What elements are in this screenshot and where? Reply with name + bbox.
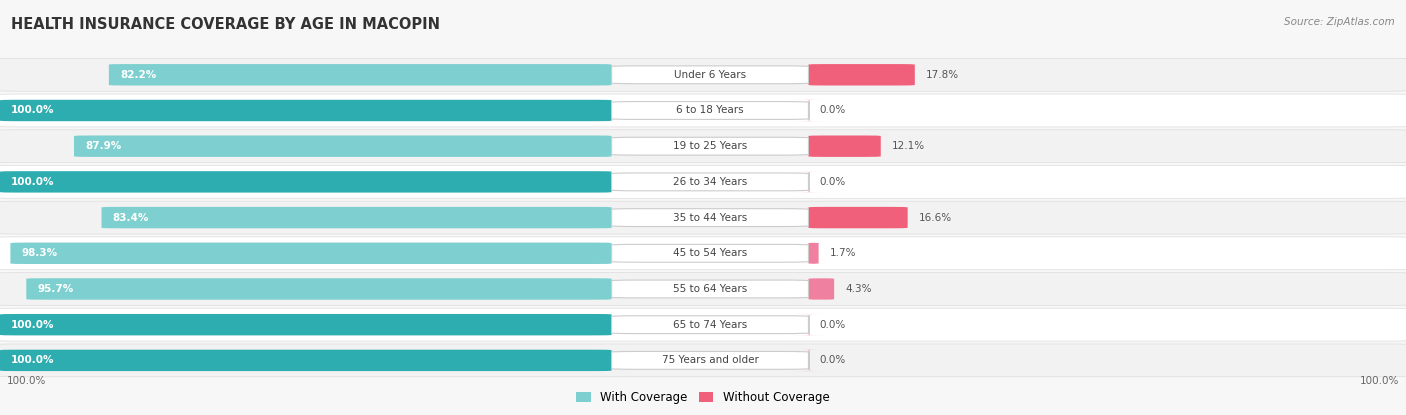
Text: Source: ZipAtlas.com: Source: ZipAtlas.com	[1284, 17, 1395, 27]
Text: 100.0%: 100.0%	[7, 376, 46, 386]
FancyBboxPatch shape	[612, 244, 808, 262]
Legend: With Coverage, Without Coverage: With Coverage, Without Coverage	[572, 387, 834, 409]
FancyBboxPatch shape	[612, 316, 808, 334]
FancyBboxPatch shape	[612, 352, 808, 369]
Text: 55 to 64 Years: 55 to 64 Years	[673, 284, 747, 294]
Text: 95.7%: 95.7%	[38, 284, 73, 294]
Text: 12.1%: 12.1%	[891, 141, 925, 151]
FancyBboxPatch shape	[808, 135, 880, 157]
FancyBboxPatch shape	[0, 350, 612, 371]
Text: 1.7%: 1.7%	[830, 248, 856, 258]
FancyBboxPatch shape	[0, 166, 1406, 198]
Text: 26 to 34 Years: 26 to 34 Years	[673, 177, 747, 187]
Text: 87.9%: 87.9%	[86, 141, 121, 151]
FancyBboxPatch shape	[0, 201, 1406, 234]
Text: 6 to 18 Years: 6 to 18 Years	[676, 105, 744, 115]
Text: 75 Years and older: 75 Years and older	[662, 355, 758, 365]
FancyBboxPatch shape	[0, 273, 1406, 305]
Text: HEALTH INSURANCE COVERAGE BY AGE IN MACOPIN: HEALTH INSURANCE COVERAGE BY AGE IN MACO…	[11, 17, 440, 32]
Text: 100.0%: 100.0%	[1360, 376, 1399, 386]
FancyBboxPatch shape	[0, 100, 612, 121]
FancyBboxPatch shape	[10, 243, 612, 264]
FancyBboxPatch shape	[793, 100, 825, 121]
Text: 35 to 44 Years: 35 to 44 Years	[673, 212, 747, 222]
FancyBboxPatch shape	[0, 94, 1406, 127]
Text: Under 6 Years: Under 6 Years	[673, 70, 747, 80]
FancyBboxPatch shape	[612, 173, 808, 191]
FancyBboxPatch shape	[793, 350, 825, 371]
Text: 100.0%: 100.0%	[11, 320, 55, 330]
FancyBboxPatch shape	[808, 207, 908, 228]
FancyBboxPatch shape	[0, 130, 1406, 163]
Text: 100.0%: 100.0%	[11, 105, 55, 115]
FancyBboxPatch shape	[27, 278, 612, 300]
Text: 83.4%: 83.4%	[112, 212, 149, 222]
FancyBboxPatch shape	[793, 314, 825, 335]
Text: 16.6%: 16.6%	[920, 212, 952, 222]
FancyBboxPatch shape	[612, 66, 808, 84]
Text: 100.0%: 100.0%	[11, 177, 55, 187]
FancyBboxPatch shape	[75, 135, 612, 157]
Text: 45 to 54 Years: 45 to 54 Years	[673, 248, 747, 258]
Text: 19 to 25 Years: 19 to 25 Years	[673, 141, 747, 151]
Text: 0.0%: 0.0%	[820, 177, 846, 187]
FancyBboxPatch shape	[0, 237, 1406, 270]
FancyBboxPatch shape	[612, 137, 808, 155]
FancyBboxPatch shape	[0, 59, 1406, 91]
Text: 82.2%: 82.2%	[120, 70, 156, 80]
FancyBboxPatch shape	[612, 209, 808, 227]
FancyBboxPatch shape	[0, 344, 1406, 377]
Text: 0.0%: 0.0%	[820, 105, 846, 115]
FancyBboxPatch shape	[108, 64, 612, 85]
Text: 4.3%: 4.3%	[845, 284, 872, 294]
FancyBboxPatch shape	[101, 207, 612, 228]
FancyBboxPatch shape	[808, 278, 834, 300]
FancyBboxPatch shape	[801, 243, 825, 264]
FancyBboxPatch shape	[0, 314, 612, 335]
FancyBboxPatch shape	[808, 64, 915, 85]
Text: 100.0%: 100.0%	[11, 355, 55, 365]
Text: 65 to 74 Years: 65 to 74 Years	[673, 320, 747, 330]
Text: 17.8%: 17.8%	[927, 70, 959, 80]
FancyBboxPatch shape	[793, 171, 825, 193]
Text: 98.3%: 98.3%	[21, 248, 58, 258]
FancyBboxPatch shape	[0, 171, 612, 193]
FancyBboxPatch shape	[0, 308, 1406, 341]
Text: 0.0%: 0.0%	[820, 355, 846, 365]
FancyBboxPatch shape	[612, 280, 808, 298]
FancyBboxPatch shape	[612, 102, 808, 120]
Text: 0.0%: 0.0%	[820, 320, 846, 330]
